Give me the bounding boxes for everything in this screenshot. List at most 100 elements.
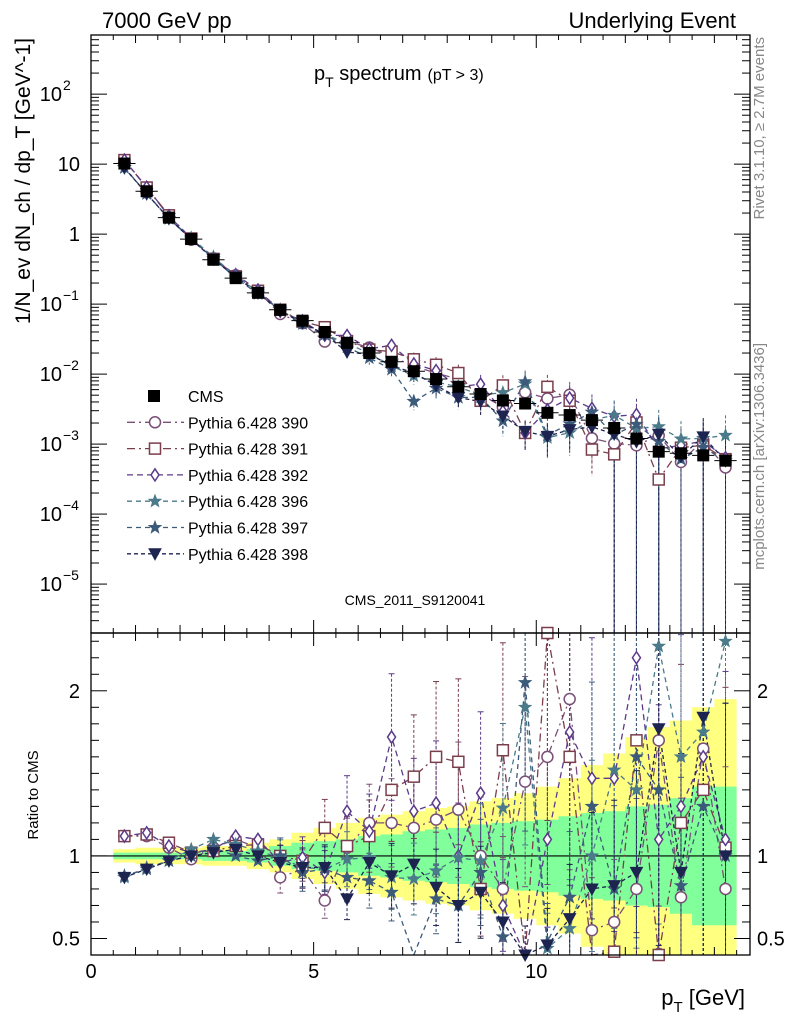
cms-data-point [341, 336, 354, 349]
series-6-point-ratio [406, 858, 421, 872]
ratio-tick-label-left: 1 [69, 846, 80, 868]
y-tick-label: 1 [69, 224, 80, 246]
top-right-label: Underlying Event [568, 8, 736, 33]
series-1-point-ratio [518, 775, 532, 788]
series-6-point-ratio [540, 939, 555, 953]
cms-data-point [162, 211, 175, 224]
cms-data-point [585, 414, 598, 427]
series-5-point-ratio [361, 873, 377, 887]
series-3-point-ratio [587, 770, 597, 786]
series-1-line-top [123, 159, 727, 468]
cms-data-point [118, 157, 131, 170]
series-6-line-top [123, 167, 726, 462]
ratio-tick-label-right: 0.5 [757, 928, 785, 950]
series-6-point-ratio [674, 866, 688, 880]
series-6-point-ratio [607, 880, 622, 893]
series-6-point-ratio [362, 857, 377, 870]
legend: CMS Pythia 6.428 390 Pythia 6.428 391 Pythi… [127, 389, 308, 564]
legend-marker-series-5 [147, 519, 163, 534]
series-6-point-top [540, 430, 555, 444]
series-5-point-ratio [629, 749, 644, 764]
series-4-point-ratio [718, 633, 733, 648]
series-2-point-top [652, 473, 665, 486]
series-1-point-ratio [452, 803, 465, 816]
series-6-point-ratio [340, 893, 354, 906]
series-4-point-ratio [517, 699, 533, 714]
series-lines [123, 159, 727, 958]
series-3-point-ratio [720, 832, 731, 847]
series-6-point-top [562, 424, 577, 437]
legend-marker-cms [148, 390, 160, 402]
series-5-point-top [406, 393, 422, 408]
series-1-point-ratio [541, 750, 554, 764]
series-1-point-ratio [607, 915, 621, 929]
legend-label-series-2: Pythia 6.428 391 [188, 442, 308, 459]
series-2-point-ratio [563, 750, 576, 764]
series-6-point-ratio [139, 863, 154, 877]
legend-label-cms: CMS [188, 389, 224, 406]
series-2-point-ratio [452, 755, 465, 769]
series-5-line-top [123, 166, 726, 462]
series-4-point-ratio [406, 871, 422, 886]
series-6-point-ratio [651, 723, 666, 736]
series-6-point-ratio [251, 850, 265, 863]
cms-data-point [563, 409, 576, 422]
cms-data-point [296, 314, 309, 327]
series-2-point-ratio [696, 783, 710, 797]
data-points [113, 152, 737, 963]
cms-data-point [140, 185, 153, 198]
series-4-point-ratio [606, 762, 622, 777]
series-4-point-ratio [695, 724, 711, 739]
series-4-point-ratio [562, 920, 577, 935]
series-6-point-top [496, 410, 510, 424]
series-3-point-ratio [564, 724, 575, 740]
series-3-point-ratio [342, 803, 352, 819]
series-6-point-ratio [184, 850, 199, 863]
y-axis-label: 1/N_ev dN_ch / dp_T [GeV^-1] [12, 38, 35, 324]
series-3-point-ratio [653, 832, 664, 847]
series-6-point-ratio [317, 861, 332, 875]
series-6-point-ratio [228, 843, 243, 857]
series-5-point-ratio [384, 884, 399, 899]
series-2-point-ratio [385, 783, 398, 797]
cms-data-point [185, 233, 198, 246]
series-6-point-ratio [295, 861, 310, 875]
series-3-point-ratio [164, 838, 174, 854]
series-1-point-ratio [563, 692, 576, 706]
series-6-point-ratio [384, 870, 399, 883]
y-tick-exponent: −1 [63, 287, 79, 303]
series-3-point-ratio [141, 825, 152, 841]
cms-data-point [363, 347, 376, 360]
x-tick-label: 0 [85, 961, 96, 983]
series-5-line-ratio [124, 682, 727, 957]
cms-data-point [407, 365, 420, 378]
series-1-point-ratio [719, 882, 732, 896]
series-4-point-ratio [651, 638, 667, 653]
series-1-point-ratio [429, 813, 443, 826]
data-uncertainty-bands [91, 699, 750, 955]
series-4-point-top [718, 427, 733, 442]
legend-label-series-3: Pythia 6.428 392 [188, 468, 308, 485]
y-tick-label: 10 [40, 434, 62, 456]
ratio-tick-label-right: 1 [757, 846, 768, 868]
series-6-point-ratio [562, 913, 577, 926]
series-6-point-ratio [473, 886, 488, 900]
legend-label-series-4: Pythia 6.428 396 [188, 494, 308, 511]
cms-data-point [719, 454, 732, 467]
ratio-tick-label-right: 2 [757, 681, 768, 703]
series-5-point-ratio [651, 782, 667, 797]
series-6-point-ratio [162, 855, 176, 868]
series-6-point-ratio [273, 857, 288, 870]
series-1-line-ratio [124, 698, 727, 932]
x-tick-label: 10 [525, 961, 547, 983]
cms-data-point [519, 397, 532, 410]
cms-data-point [630, 432, 643, 445]
series-1-point-ratio [273, 871, 287, 884]
y-tick-label: 10 [40, 504, 62, 526]
series-4-line-ratio [124, 641, 727, 950]
series-3-line-ratio [124, 657, 727, 958]
cms-data-point [474, 387, 487, 400]
series-1-point-ratio [630, 882, 643, 896]
